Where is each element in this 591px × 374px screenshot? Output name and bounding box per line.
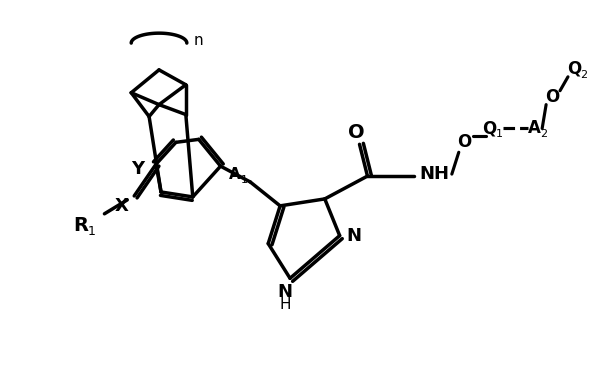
- Text: H: H: [280, 297, 291, 312]
- Text: R: R: [73, 216, 88, 235]
- Text: O: O: [348, 123, 365, 142]
- Text: A: A: [528, 119, 541, 137]
- Text: O: O: [457, 134, 472, 151]
- Text: 1: 1: [87, 225, 96, 238]
- Text: Y: Y: [132, 160, 145, 178]
- Text: X: X: [115, 197, 128, 215]
- Text: 2: 2: [541, 129, 548, 140]
- Text: 2: 2: [580, 70, 587, 80]
- Text: Q: Q: [567, 60, 581, 78]
- Text: O: O: [545, 88, 559, 106]
- Text: Q: Q: [482, 119, 496, 137]
- Text: 1: 1: [496, 129, 503, 140]
- Text: N: N: [346, 227, 361, 245]
- Text: n: n: [194, 33, 203, 47]
- Text: 1: 1: [241, 175, 248, 185]
- Text: A: A: [229, 166, 241, 182]
- Text: NH: NH: [419, 165, 449, 183]
- Text: N: N: [278, 283, 293, 301]
